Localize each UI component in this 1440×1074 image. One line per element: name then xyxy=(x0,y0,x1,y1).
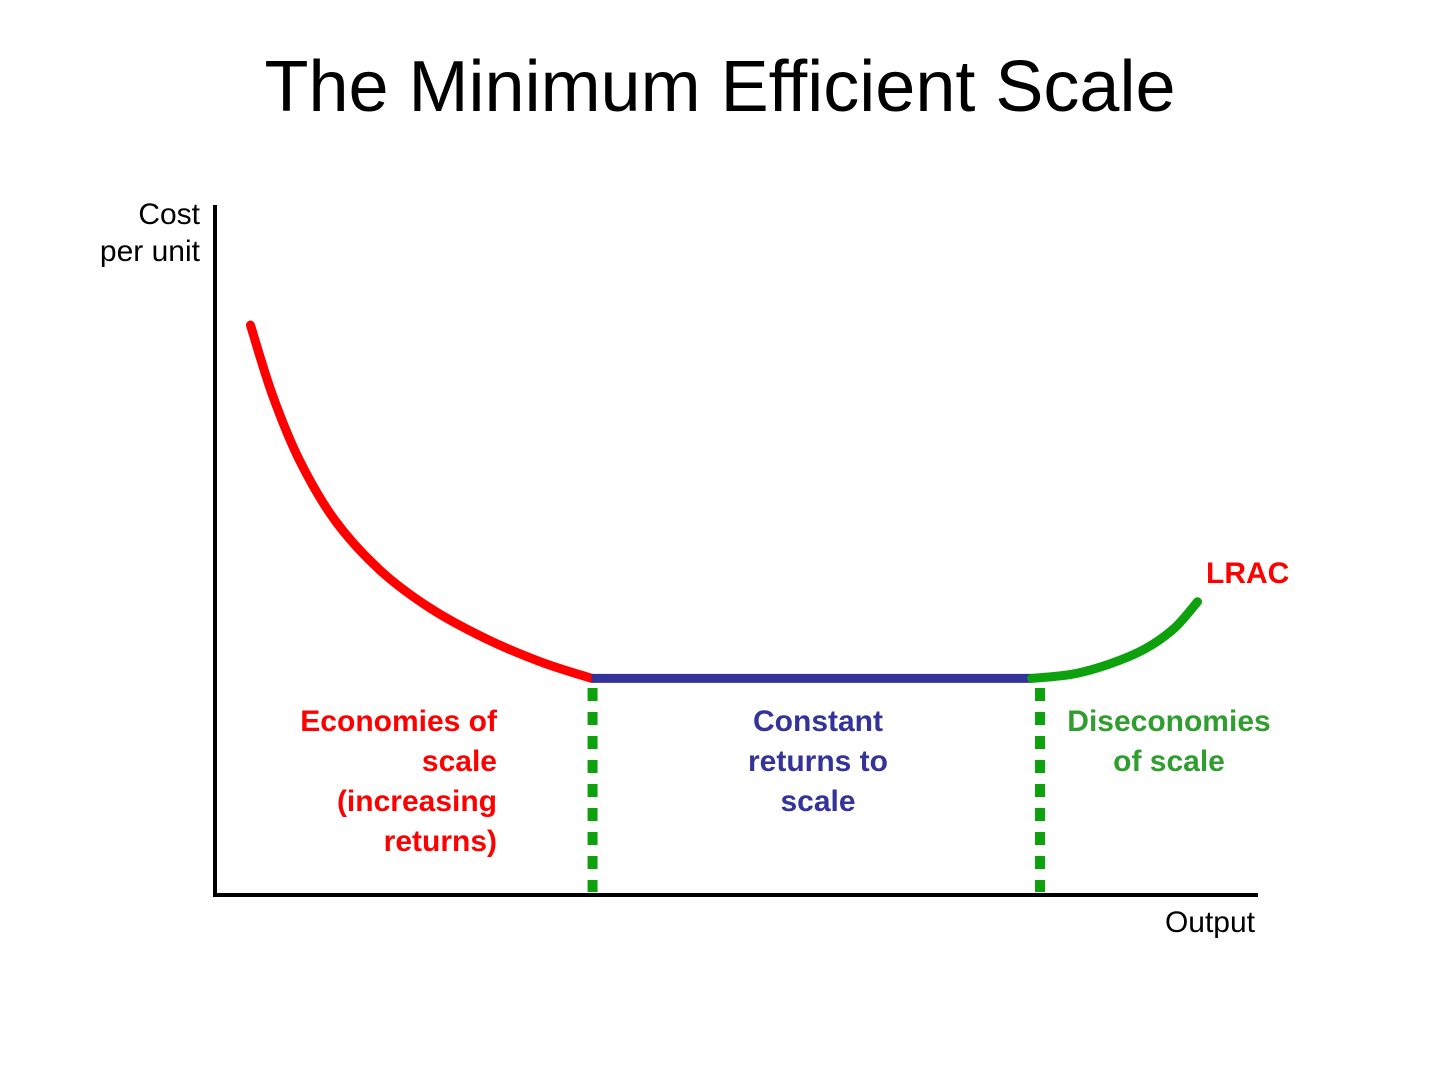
constant-label-line: returns to xyxy=(747,745,888,778)
y-axis-label-line1: Cost xyxy=(138,198,200,231)
y-axis-label: Cost per unit xyxy=(0,196,200,270)
diseconomies-label-line: Diseconomies xyxy=(1067,705,1271,738)
economies-label-line: Economies of xyxy=(300,705,497,738)
economies-label-line: returns) xyxy=(383,825,497,858)
economies-label-line: (increasing xyxy=(336,785,497,818)
x-axis-label: Output xyxy=(1164,906,1255,939)
chart-title: The Minimum Efficient Scale xyxy=(264,47,1176,127)
axes-lines xyxy=(213,205,1258,897)
lrac-economies-curve xyxy=(245,320,597,683)
lrac-diseconomies-curve xyxy=(1027,597,1203,683)
constant-returns-label: Constant returns to scale xyxy=(668,702,968,822)
y-axis-label-line2: per unit xyxy=(99,235,200,268)
economies-label-line: scale xyxy=(421,745,497,778)
constant-label-line: Constant xyxy=(753,705,883,738)
constant-label-line: scale xyxy=(780,785,856,818)
diseconomies-label-line: of scale xyxy=(1113,745,1225,778)
lrac-curve-label: LRAC xyxy=(1206,557,1290,590)
economies-of-scale-label: Economies of scale (increasing returns) xyxy=(197,702,497,862)
diseconomies-of-scale-label: Diseconomies of scale xyxy=(1017,702,1321,782)
